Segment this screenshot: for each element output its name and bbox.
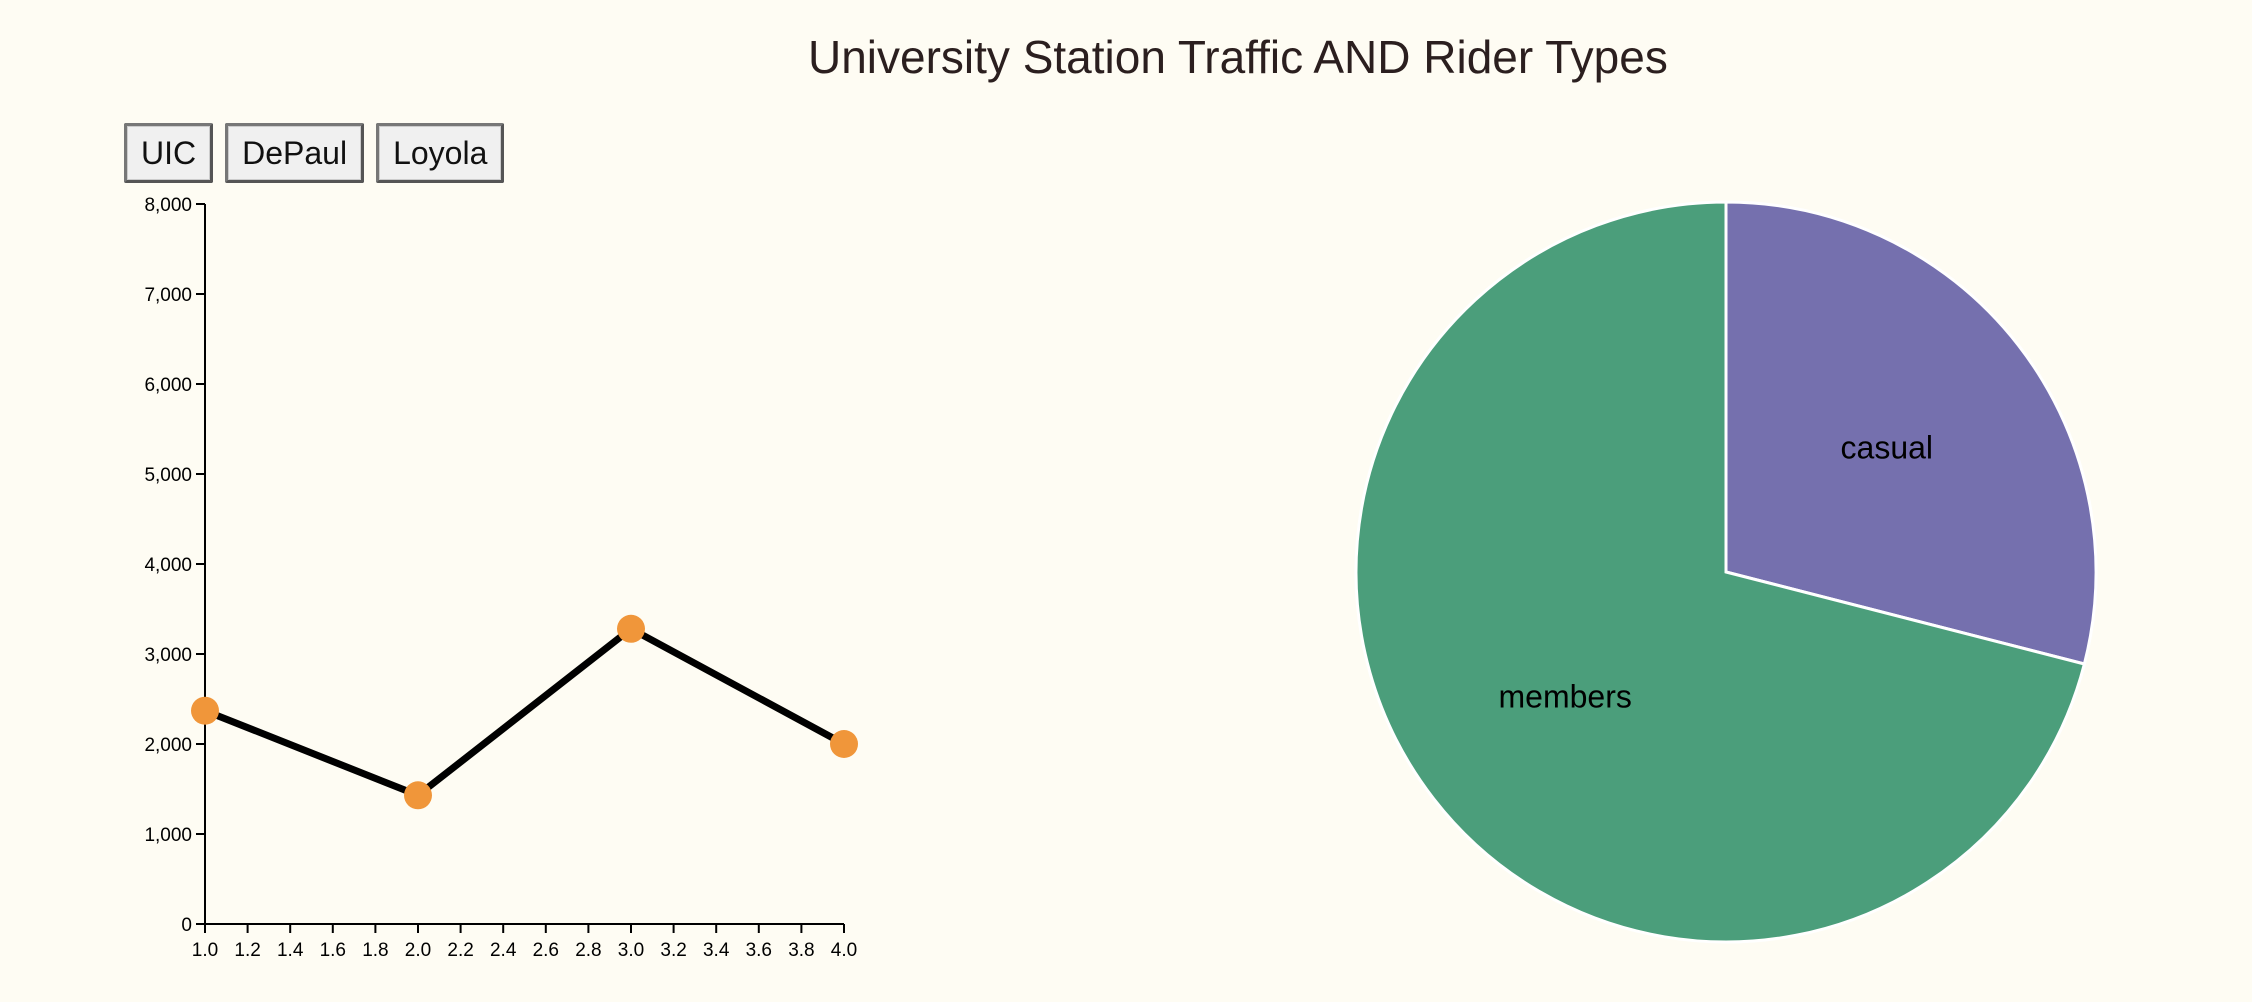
x-tick-label: 2.2	[447, 940, 473, 961]
y-tick-label: 8,000	[144, 195, 192, 216]
y-tick-label: 5,000	[144, 465, 192, 486]
traffic-point[interactable]	[404, 781, 432, 810]
traffic-point[interactable]	[191, 696, 219, 725]
x-tick-label: 3.4	[703, 940, 730, 961]
x-tick-label: 3.2	[660, 940, 686, 961]
pie-slice-casual[interactable]	[1724, 200, 2098, 666]
y-tick-label: 0	[181, 915, 192, 936]
y-tick-label: 7,000	[144, 285, 192, 306]
y-tick-label: 4,000	[144, 555, 192, 576]
depaul-button[interactable]: DePaul	[225, 123, 365, 183]
x-tick-label: 4.0	[831, 940, 857, 961]
page-title: University Station Traffic AND Rider Typ…	[808, 31, 1668, 83]
x-tick-label: 3.8	[788, 940, 814, 961]
x-tick-label: 2.6	[533, 940, 559, 961]
loyola-button[interactable]: Loyola	[376, 123, 505, 183]
x-tick-label: 3.6	[746, 940, 772, 961]
pie-label-members: members	[1499, 679, 1632, 715]
y-tick-label: 6,000	[144, 375, 192, 396]
traffic-line	[203, 625, 846, 799]
x-tick-label: 2.8	[575, 940, 601, 961]
x-tick-label: 1.2	[234, 940, 260, 961]
x-tick-label: 2.4	[490, 940, 517, 961]
x-tick-label: 2.0	[405, 940, 431, 961]
y-tick-label: 1,000	[144, 825, 192, 846]
x-tick-label: 1.4	[277, 940, 304, 961]
traffic-point[interactable]	[830, 730, 858, 758]
title-area: University Station Traffic AND Rider Typ…	[0, 0, 2252, 100]
uic-button[interactable]: UIC	[124, 123, 214, 183]
x-tick-label: 3.0	[618, 940, 644, 961]
pie-slice-members[interactable]	[1354, 200, 2087, 944]
y-tick-label: 2,000	[144, 735, 192, 756]
x-tick-label: 1.6	[320, 940, 346, 961]
traffic-point[interactable]	[617, 614, 645, 643]
x-tick-label: 1.8	[362, 940, 388, 961]
y-tick-label: 3,000	[144, 645, 192, 666]
x-tick-label: 1.0	[192, 940, 218, 961]
station-button-group: UIC DePaul Loyola	[124, 123, 505, 183]
pie-label-casual: casual	[1841, 429, 1934, 465]
